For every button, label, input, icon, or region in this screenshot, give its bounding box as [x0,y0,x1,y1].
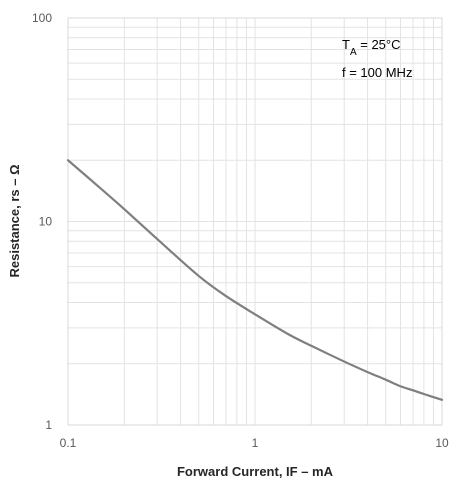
x-tick-label: 0.1 [60,436,77,450]
annotation-subscript-a: A [350,47,357,58]
y-tick-label: 1 [45,418,52,432]
y-axis-title: Resistance, rs – Ω [7,164,22,277]
x-tick-label: 1 [252,436,259,450]
annotation-temperature: TA = 25°C [342,37,401,58]
y-tick-labels: 1 10 100 [32,11,52,432]
plot-border [67,17,443,426]
annotation-t: T [342,37,350,52]
annotation-frequency: f = 100 MHz [342,65,412,80]
y-tick-label: 100 [32,11,52,25]
x-axis-title: Forward Current, IF – mA [177,464,334,479]
y-tick-label: 10 [39,215,53,229]
x-tick-labels: 0.1 1 10 [60,436,449,450]
grid [68,18,442,425]
annotation-temp-value: = 25°C [357,37,401,52]
series-line [66,159,444,401]
x-tick-label: 10 [435,436,449,450]
